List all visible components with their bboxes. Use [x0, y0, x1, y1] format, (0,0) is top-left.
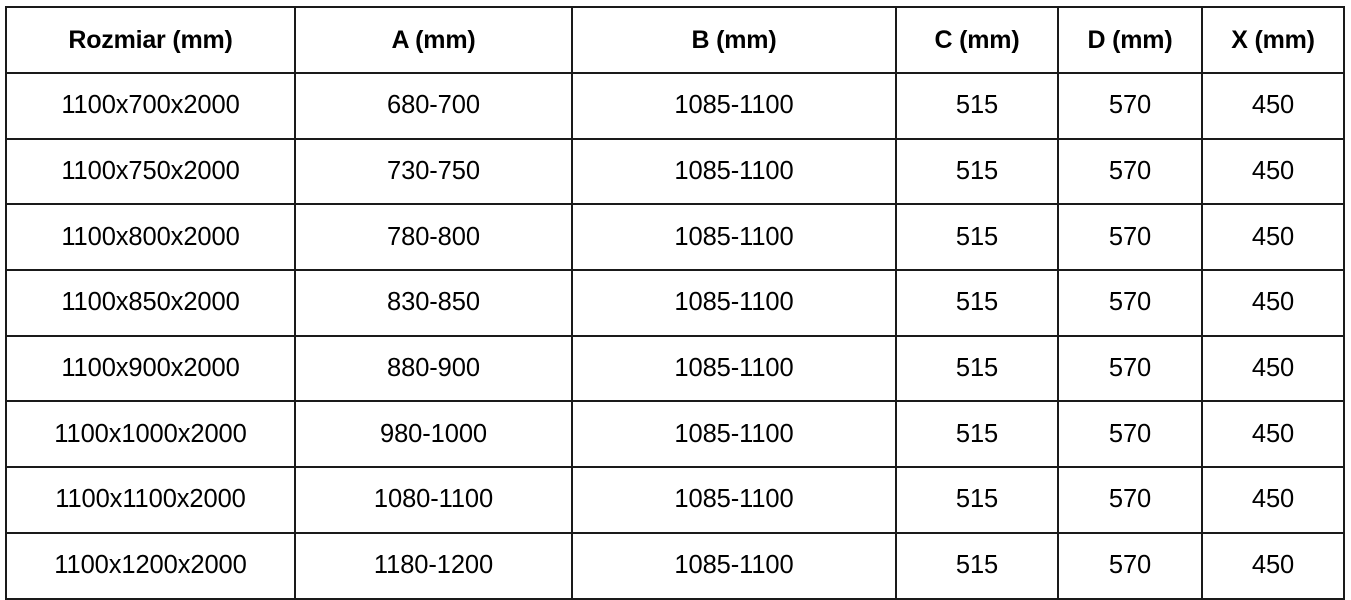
table-header-row: Rozmiar (mm) A (mm) B (mm) C (mm) D (mm)…: [5, 6, 1345, 74]
cell-size: 1100x750x2000: [5, 137, 296, 206]
cell-c: 515: [895, 334, 1059, 403]
cell-d: 570: [1057, 137, 1203, 206]
table-row: 1100x1200x2000 1180-1200 1085-1100 515 5…: [5, 531, 1345, 600]
cell-x: 450: [1201, 137, 1345, 206]
cell-c: 515: [895, 269, 1059, 337]
cell-b: 1085-1100: [571, 400, 897, 469]
table-row: 1100x900x2000 880-900 1085-1100 515 570 …: [5, 334, 1345, 403]
cell-x: 450: [1201, 466, 1345, 534]
cell-b: 1085-1100: [571, 203, 897, 272]
table-body: 1100x700x2000 680-700 1085-1100 515 570 …: [5, 72, 1345, 600]
cell-c: 515: [895, 400, 1059, 469]
cell-b: 1085-1100: [571, 72, 897, 140]
column-header-d: D (mm): [1057, 6, 1203, 74]
cell-b: 1085-1100: [571, 137, 897, 206]
column-header-c: C (mm): [895, 6, 1059, 74]
cell-size: 1100x1000x2000: [5, 400, 296, 469]
cell-d: 570: [1057, 466, 1203, 534]
table-row: 1100x800x2000 780-800 1085-1100 515 570 …: [5, 203, 1345, 272]
cell-a: 1080-1100: [294, 466, 573, 534]
cell-c: 515: [895, 137, 1059, 206]
table-row: 1100x850x2000 830-850 1085-1100 515 570 …: [5, 269, 1345, 337]
specification-table-container: Rozmiar (mm) A (mm) B (mm) C (mm) D (mm)…: [5, 6, 1345, 600]
cell-b: 1085-1100: [571, 531, 897, 600]
cell-a: 730-750: [294, 137, 573, 206]
cell-d: 570: [1057, 72, 1203, 140]
column-header-b: B (mm): [571, 6, 897, 74]
cell-b: 1085-1100: [571, 466, 897, 534]
cell-size: 1100x800x2000: [5, 203, 296, 272]
column-header-x: X (mm): [1201, 6, 1345, 74]
cell-d: 570: [1057, 334, 1203, 403]
cell-size: 1100x850x2000: [5, 269, 296, 337]
table-row: 1100x1000x2000 980-1000 1085-1100 515 57…: [5, 400, 1345, 469]
cell-a: 830-850: [294, 269, 573, 337]
cell-x: 450: [1201, 269, 1345, 337]
cell-size: 1100x900x2000: [5, 334, 296, 403]
cell-x: 450: [1201, 531, 1345, 600]
table-row: 1100x700x2000 680-700 1085-1100 515 570 …: [5, 72, 1345, 140]
cell-c: 515: [895, 203, 1059, 272]
cell-size: 1100x1200x2000: [5, 531, 296, 600]
column-header-a: A (mm): [294, 6, 573, 74]
cell-a: 680-700: [294, 72, 573, 140]
column-header-size: Rozmiar (mm): [5, 6, 296, 74]
cell-x: 450: [1201, 400, 1345, 469]
cell-d: 570: [1057, 203, 1203, 272]
cell-a: 1180-1200: [294, 531, 573, 600]
cell-d: 570: [1057, 269, 1203, 337]
cell-d: 570: [1057, 400, 1203, 469]
cell-d: 570: [1057, 531, 1203, 600]
cell-x: 450: [1201, 334, 1345, 403]
cell-a: 880-900: [294, 334, 573, 403]
cell-a: 780-800: [294, 203, 573, 272]
cell-x: 450: [1201, 72, 1345, 140]
cell-size: 1100x700x2000: [5, 72, 296, 140]
cell-b: 1085-1100: [571, 334, 897, 403]
table-header: Rozmiar (mm) A (mm) B (mm) C (mm) D (mm)…: [5, 6, 1345, 74]
cell-c: 515: [895, 466, 1059, 534]
cell-a: 980-1000: [294, 400, 573, 469]
table-row: 1100x1100x2000 1080-1100 1085-1100 515 5…: [5, 466, 1345, 534]
table-row: 1100x750x2000 730-750 1085-1100 515 570 …: [5, 137, 1345, 206]
cell-b: 1085-1100: [571, 269, 897, 337]
cell-c: 515: [895, 531, 1059, 600]
cell-size: 1100x1100x2000: [5, 466, 296, 534]
cell-c: 515: [895, 72, 1059, 140]
specification-table: Rozmiar (mm) A (mm) B (mm) C (mm) D (mm)…: [5, 6, 1345, 600]
cell-x: 450: [1201, 203, 1345, 272]
